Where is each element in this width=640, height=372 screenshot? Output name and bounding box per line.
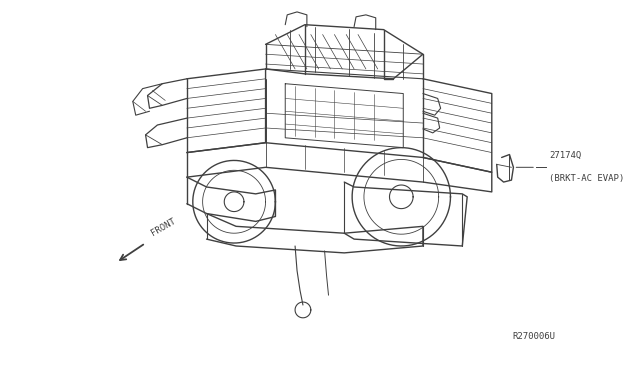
Text: R270006U: R270006U: [513, 333, 556, 341]
Text: (BRKT-AC EVAP): (BRKT-AC EVAP): [549, 174, 624, 183]
Text: 27174Q: 27174Q: [549, 151, 581, 160]
Text: FRONT: FRONT: [150, 217, 177, 238]
